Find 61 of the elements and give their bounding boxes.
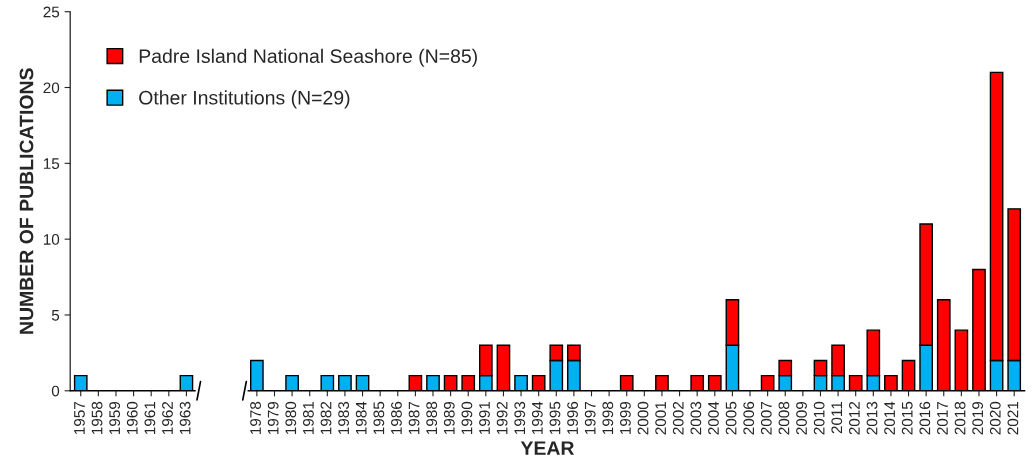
- x-tick-label: 2019: [972, 401, 984, 435]
- x-tick-label: 2006: [743, 401, 755, 435]
- x-tick-label: 1958: [91, 401, 103, 435]
- x-tick-label: 2003: [690, 401, 702, 435]
- x-tick-label: 1987: [408, 401, 420, 435]
- x-tick-label: 2011: [831, 401, 843, 434]
- x-tick-label: 2014: [884, 401, 896, 435]
- y-tick-label: 5: [51, 309, 60, 321]
- x-tick-label: 2010: [813, 401, 825, 435]
- legend-label: Other Institutions (N=29): [139, 90, 350, 109]
- x-tick-label: 2005: [725, 401, 737, 435]
- x-tick-label: 1983: [338, 401, 350, 435]
- y-tick-label: 15: [43, 158, 60, 170]
- x-tick-label: 1997: [584, 401, 596, 435]
- x-tick-label: 1979: [267, 401, 279, 435]
- x-tick-label: 2012: [848, 401, 860, 435]
- x-tick-label: 1992: [496, 401, 508, 435]
- x-tick-label: 1957: [74, 401, 85, 435]
- x-tick-label: 2017: [937, 401, 948, 435]
- x-axis-title: YEAR: [520, 441, 575, 455]
- x-tick-label: 2007: [760, 401, 772, 435]
- x-tick-label: 1985: [373, 401, 385, 435]
- x-tick-label: 1996: [567, 401, 578, 435]
- x-tick-label: 2013: [866, 401, 878, 435]
- x-tick-label: 1981: [302, 401, 314, 435]
- x-tick-label: 1984: [355, 401, 367, 435]
- x-tick-label: 1993: [514, 401, 526, 435]
- x-tick-label: 1959: [109, 401, 121, 435]
- y-tick-label: 20: [43, 82, 60, 94]
- x-tick-label: 2004: [708, 401, 719, 435]
- x-tick-label: 2000: [637, 401, 649, 435]
- x-tick-label: 1990: [461, 401, 473, 435]
- y-tick-label: 25: [43, 6, 60, 18]
- x-tick-label: 1998: [602, 401, 614, 435]
- x-tick-label: 1963: [179, 401, 191, 435]
- x-tick-label: 2009: [796, 401, 807, 435]
- x-tick-label: 1994: [531, 401, 543, 435]
- x-tick-label: 2018: [954, 401, 966, 435]
- x-tick-label: 1999: [620, 401, 631, 435]
- x-tick-label: 1982: [320, 401, 332, 435]
- x-tick-label: 1980: [285, 401, 297, 435]
- x-tick-label: 1995: [549, 401, 561, 435]
- x-tick-label: 2020: [989, 401, 1001, 435]
- x-tick-label: 2021: [1007, 401, 1019, 435]
- x-tick-label: 1960: [126, 401, 138, 435]
- x-tick-label: 2001: [655, 401, 667, 435]
- x-tick-label: 1961: [144, 401, 156, 435]
- x-tick-label: 1989: [443, 401, 455, 435]
- legend-label: Padre Island National Seashore (N=85): [139, 48, 477, 67]
- x-tick-label: 2008: [778, 401, 790, 435]
- x-tick-label: 1988: [426, 401, 438, 435]
- x-tick-label: 1986: [391, 401, 402, 435]
- y-axis-title: NUMBER OF PUBLICATIONS: [19, 68, 34, 334]
- x-tick-label: 2002: [672, 401, 684, 435]
- x-tick-label: 1962: [162, 401, 173, 435]
- x-tick-label: 1978: [250, 401, 261, 435]
- y-tick-label: 10: [43, 234, 60, 245]
- x-tick-label: 2015: [901, 401, 913, 435]
- x-tick-label: 1991: [479, 401, 490, 435]
- y-tick-label: 0: [51, 385, 60, 397]
- x-tick-label: 2016: [919, 401, 931, 435]
